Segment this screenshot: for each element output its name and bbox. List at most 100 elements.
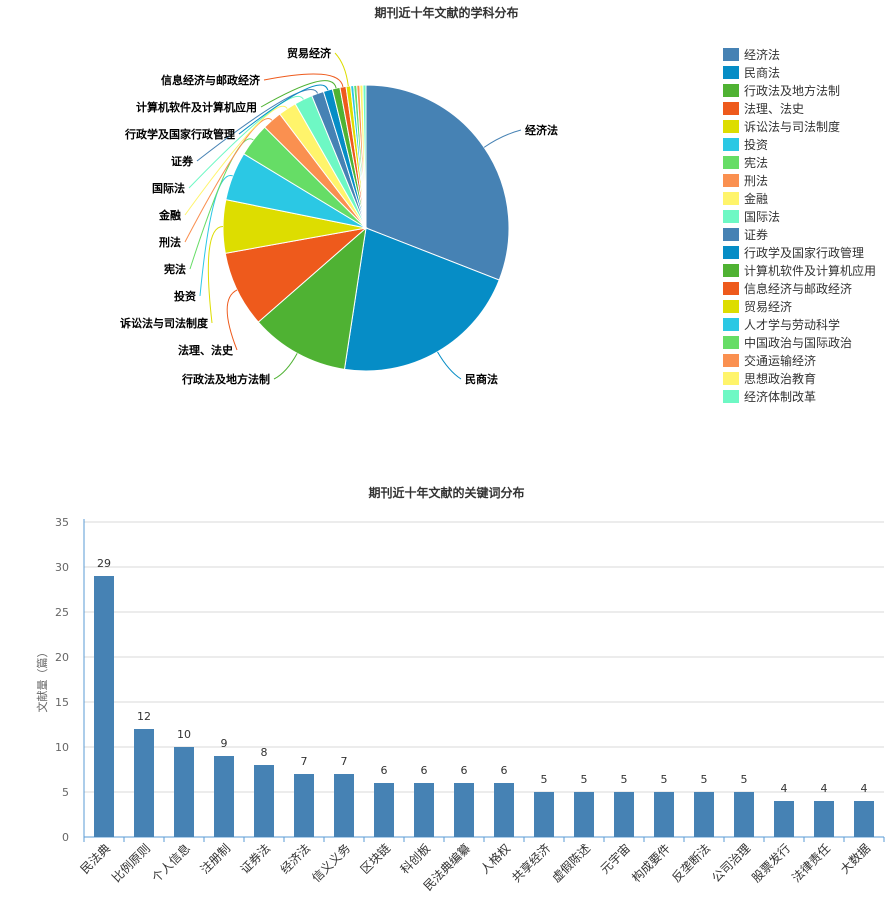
legend-label: 经济体制改革	[744, 389, 817, 404]
legend-item[interactable]: 中国政治与国际政治	[723, 333, 852, 351]
legend-item[interactable]: 计算机软件及计算机应用	[723, 261, 876, 279]
bar[interactable]	[534, 792, 554, 837]
pie-slice-label: 证券	[171, 154, 194, 168]
legend-item[interactable]: 诉讼法与司法制度	[723, 117, 840, 135]
bar[interactable]	[254, 765, 274, 837]
bar-value-label: 6	[501, 764, 508, 777]
bar[interactable]	[734, 792, 754, 837]
bar[interactable]	[174, 747, 194, 837]
bar[interactable]	[614, 792, 634, 837]
bar-chart-title: 期刊近十年文献的关键词分布	[368, 486, 525, 500]
bar-value-label: 9	[221, 737, 228, 750]
legend-label: 投资	[744, 137, 769, 152]
legend-swatch	[723, 317, 739, 331]
bar-value-label: 6	[461, 764, 468, 777]
legend-item[interactable]: 法理、法史	[723, 99, 804, 117]
bar[interactable]	[374, 783, 394, 837]
x-tick-label: 信义义务	[309, 841, 354, 886]
legend-swatch	[723, 263, 739, 277]
bar[interactable]	[94, 576, 114, 837]
bar[interactable]	[654, 792, 674, 837]
bar[interactable]	[134, 729, 154, 837]
legend-item[interactable]: 金融	[723, 189, 768, 207]
pie-slice-label: 经济法	[525, 123, 558, 137]
legend-item[interactable]: 人才学与劳动科学	[723, 315, 840, 333]
bar[interactable]	[814, 801, 834, 837]
legend-item[interactable]: 刑法	[723, 171, 768, 189]
legend-item[interactable]: 交通运输经济	[723, 351, 816, 369]
pie-connector-line	[184, 118, 273, 243]
legend-swatch	[723, 155, 739, 169]
legend-label: 人才学与劳动科学	[744, 317, 841, 332]
legend-item[interactable]: 国际法	[723, 207, 780, 225]
pie-slice[interactable]	[343, 227, 500, 372]
legend-label: 国际法	[744, 209, 781, 224]
pie-connector-line	[189, 138, 254, 270]
bar-value-label: 12	[137, 710, 151, 723]
legend-swatch	[723, 119, 739, 133]
y-tick-label: 20	[55, 651, 69, 664]
legend-label: 思想政治教育	[744, 371, 817, 386]
x-tick-label: 比例原则	[109, 841, 153, 885]
bar[interactable]	[854, 801, 874, 837]
x-tick-label: 元宇宙	[597, 841, 633, 877]
pie-chart-title: 期刊近十年文献的学科分布	[374, 6, 519, 20]
legend-item[interactable]: 信息经济与邮政经济	[723, 279, 852, 297]
legend-item[interactable]: 经济法	[723, 45, 780, 63]
legend-swatch	[723, 191, 739, 205]
legend-item[interactable]: 投资	[723, 135, 768, 153]
bar[interactable]	[334, 774, 354, 837]
y-tick-label: 15	[55, 696, 69, 709]
legend-item[interactable]: 行政学及国家行政管理	[723, 243, 864, 261]
bar[interactable]	[214, 756, 234, 837]
pie-connector-line	[334, 52, 349, 87]
bar-value-label: 10	[177, 728, 191, 741]
pie-slice[interactable]	[362, 84, 367, 229]
bar[interactable]	[494, 783, 514, 837]
bar-value-label: 5	[701, 773, 708, 786]
legend-label: 民商法	[744, 65, 781, 80]
pie-slice-label: 信息经济与邮政经济	[161, 73, 261, 87]
legend-item[interactable]: 证券	[723, 225, 768, 243]
pie-connector-line	[273, 353, 298, 380]
x-tick-label: 股票发行	[749, 841, 794, 886]
pie-slice[interactable]	[365, 84, 510, 281]
legend-item[interactable]: 思想政治教育	[723, 369, 816, 387]
x-tick-label: 注册制	[197, 841, 233, 877]
legend-item[interactable]: 宪法	[723, 153, 768, 171]
legend-label: 中国政治与国际政治	[744, 335, 853, 350]
bar-value-label: 7	[341, 755, 348, 768]
y-tick-label: 0	[62, 831, 69, 844]
bar-value-label: 29	[97, 557, 111, 570]
legend-label: 证券	[744, 227, 769, 242]
bar[interactable]	[454, 783, 474, 837]
bar[interactable]	[774, 801, 794, 837]
bar-value-label: 8	[261, 746, 268, 759]
bar-value-label: 6	[421, 764, 428, 777]
legend-label: 行政学及国家行政管理	[744, 245, 865, 260]
pie-slice[interactable]	[257, 226, 367, 370]
pie-connector-line	[188, 95, 304, 189]
pie-connector-line	[207, 225, 224, 324]
x-tick-label: 共享经济	[509, 841, 554, 886]
legend-swatch	[723, 65, 739, 79]
bar[interactable]	[694, 792, 714, 837]
legend-label: 诉讼法与司法制度	[744, 119, 841, 134]
legend-item[interactable]: 民商法	[723, 63, 780, 81]
legend-item[interactable]: 贸易经济	[723, 297, 792, 315]
pie-connector-line	[238, 84, 329, 135]
pie-connector-line	[199, 175, 233, 297]
pie-slice-label: 金融	[158, 208, 181, 222]
pie-connector-line	[260, 80, 337, 108]
y-tick-label: 30	[55, 561, 69, 574]
bar[interactable]	[414, 783, 434, 837]
y-tick-label: 10	[55, 741, 69, 754]
pie-slice-label: 法理、法史	[178, 343, 234, 357]
legend-swatch	[723, 245, 739, 259]
bar[interactable]	[294, 774, 314, 837]
legend-item[interactable]: 行政法及地方法制	[723, 81, 840, 99]
bar[interactable]	[574, 792, 594, 837]
legend-swatch	[723, 371, 739, 385]
legend-item[interactable]: 经济体制改革	[723, 387, 816, 405]
x-tick-label: 个人信息	[149, 841, 194, 886]
